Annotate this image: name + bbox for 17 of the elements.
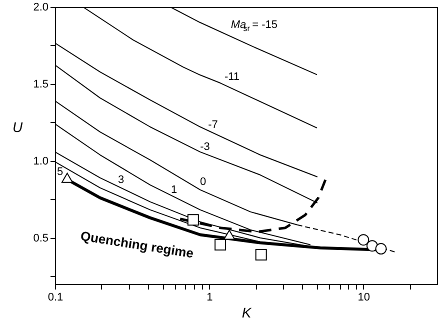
y-tick-label: 1.5 — [33, 78, 48, 90]
x-tick-label: 0.1 — [48, 292, 64, 304]
annotation: Quenching regime — [80, 228, 195, 261]
annotation: 0 — [200, 176, 206, 188]
annotation: 5 — [56, 166, 64, 178]
annotation: -11 — [224, 71, 240, 83]
y-tick-label: 2.0 — [33, 2, 48, 14]
y-tick-label: 0.5 — [33, 232, 48, 244]
annotation: 3 — [118, 174, 124, 186]
annotation: 1 — [170, 184, 178, 196]
y-axis-title: U — [12, 118, 24, 135]
x-axis-title: K — [242, 304, 252, 320]
annotation: -3 — [200, 141, 210, 153]
x-tick-label: 1 — [206, 292, 213, 304]
annotation: -7 — [208, 119, 218, 131]
y-tick-label: 1.0 — [33, 155, 48, 168]
x-tick-label: 10 — [358, 292, 370, 304]
